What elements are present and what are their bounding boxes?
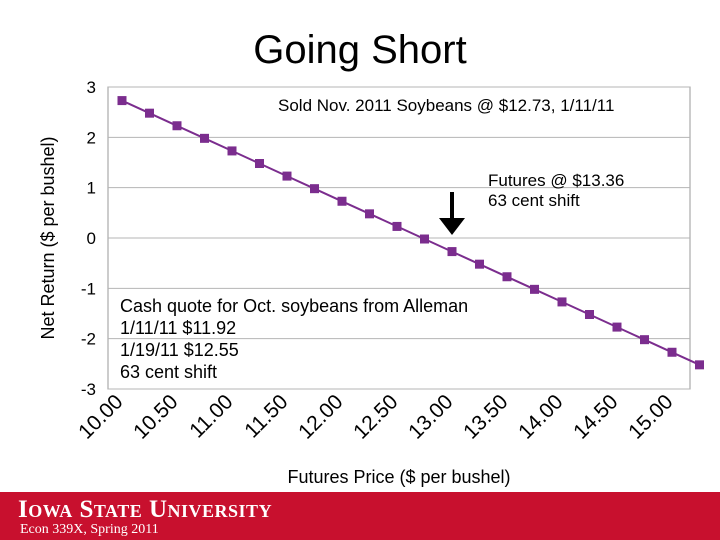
data-point	[585, 310, 594, 320]
x-tick-label: 14.50	[569, 390, 622, 443]
data-point	[145, 108, 154, 118]
data-point	[200, 133, 209, 143]
x-tick-label: 15.00	[624, 390, 677, 443]
data-point	[310, 184, 319, 194]
data-point	[447, 247, 457, 257]
data-point	[475, 259, 484, 269]
data-point	[392, 221, 402, 231]
x-tick-label: 11.00	[185, 390, 237, 442]
data-point	[695, 360, 704, 370]
y-tick-label: 0	[87, 229, 96, 248]
y-tick-label: 3	[87, 78, 96, 97]
university-logo: Iowa State University	[18, 496, 273, 523]
y-axis-label: Net Return ($ per bushel)	[38, 136, 58, 339]
data-point	[612, 322, 622, 332]
y-tick-label: 1	[87, 179, 96, 198]
data-point	[640, 335, 649, 345]
futures-annotation-line1: Futures @ $13.36	[488, 171, 625, 190]
sold-annotation: Sold Nov. 2011 Soybeans @ $12.73, 1/11/1…	[278, 96, 615, 115]
futures-annotation-line2: 63 cent shift	[488, 191, 580, 210]
data-point	[282, 171, 292, 181]
x-tick-label: 12.50	[349, 390, 402, 443]
data-point	[255, 159, 264, 169]
data-point	[117, 96, 127, 106]
futures-arrow-icon	[439, 192, 465, 236]
data-point	[365, 209, 374, 219]
x-axis-label: Futures Price ($ per bushel)	[287, 467, 510, 487]
futures-annotation: Futures @ $13.36 63 cent shift	[488, 171, 624, 211]
arrow-head	[439, 218, 465, 236]
x-tick-label: 11.50	[240, 390, 292, 442]
data-point	[557, 297, 567, 307]
data-markers	[117, 96, 704, 370]
cash-annotation-line3: 1/19/11 $12.55	[120, 340, 239, 360]
x-tick-label: 13.50	[459, 390, 512, 443]
data-point	[172, 121, 182, 131]
cash-annotation-line4: 63 cent shift	[120, 362, 218, 382]
x-tick-label: 13.00	[404, 390, 457, 443]
y-tick-label: -2	[81, 330, 96, 349]
y-tick-label: 2	[87, 128, 96, 147]
data-point	[667, 347, 677, 357]
net-return-chart: 3 2 1 0 -1 -2 -3 10.00 10.50 11.00 11.50 12.00 12.5…	[38, 78, 704, 487]
net-return-line	[121, 99, 700, 366]
slide-title: Going Short	[253, 28, 467, 72]
x-tick-label: 14.00	[514, 390, 567, 443]
y-tick-label: -3	[81, 380, 96, 399]
footer-bar: Iowa State University Econ 339X, Spring …	[0, 492, 720, 540]
data-point	[502, 272, 512, 282]
cash-annotation: Cash quote for Oct. soybeans from Allema…	[120, 295, 468, 383]
data-point	[227, 146, 237, 156]
y-tick-label: -1	[81, 279, 96, 298]
x-tick-label: 12.00	[294, 390, 347, 443]
x-tick-label: 10.50	[129, 390, 182, 443]
cash-annotation-line1: Cash quote for Oct. soybeans from Allema…	[120, 296, 469, 316]
cash-annotation-line2: 1/11/11 $11.92	[120, 318, 237, 338]
data-point	[530, 284, 539, 294]
course-label: Econ 339X, Spring 2011	[20, 522, 159, 537]
x-tick-labels: 10.00 10.50 11.00 11.50 12.00 12.50 13.00 13.50…	[74, 390, 677, 443]
data-point	[337, 196, 347, 206]
data-point	[420, 234, 429, 244]
y-tick-labels: 3 2 1 0 -1 -2 -3	[81, 78, 96, 399]
